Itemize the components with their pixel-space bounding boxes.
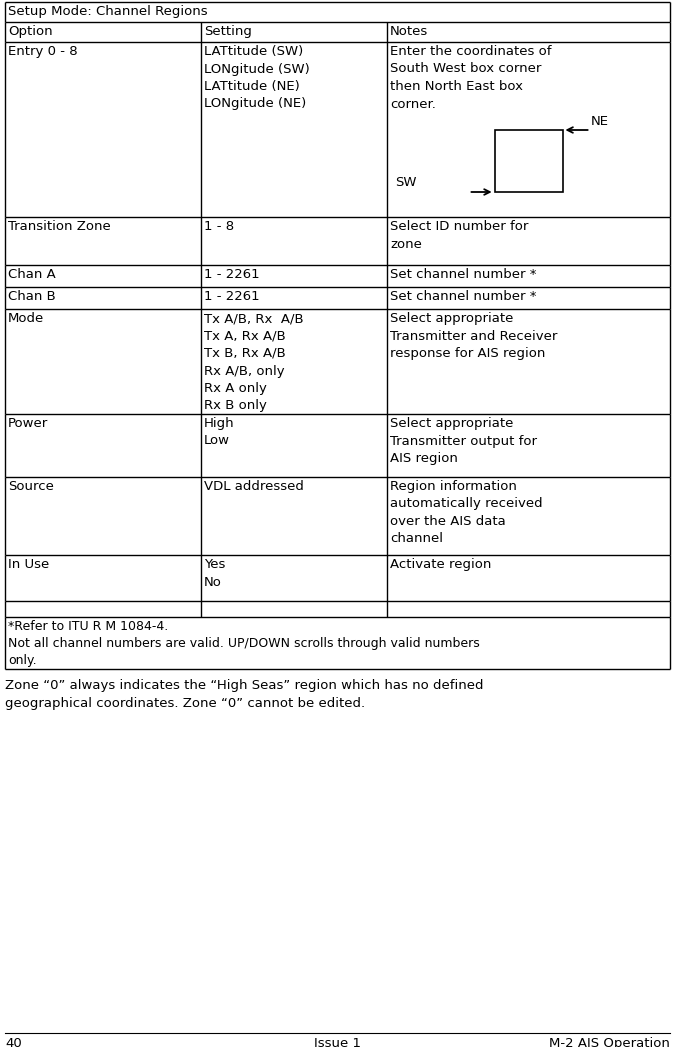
Text: Enter the coordinates of
South West box corner
then North East box
corner.: Enter the coordinates of South West box … [390, 45, 551, 111]
Text: Tx A/B, Rx  A/B
Tx A, Rx A/B
Tx B, Rx A/B
Rx A/B, only
Rx A only
Rx B only: Tx A/B, Rx A/B Tx A, Rx A/B Tx B, Rx A/B… [204, 312, 304, 413]
Text: LATtitude (SW)
LONgitude (SW)
LATtitude (NE)
LONgitude (NE): LATtitude (SW) LONgitude (SW) LATtitude … [204, 45, 310, 111]
Bar [495, 130, 562, 192]
Text: M-2 AIS Operation: M-2 AIS Operation [549, 1037, 670, 1047]
Text: VDL addressed: VDL addressed [204, 480, 304, 493]
Text: 40: 40 [5, 1037, 22, 1047]
Text: 1 - 8: 1 - 8 [204, 220, 234, 233]
Text: Activate region: Activate region [390, 558, 491, 571]
Text: *Refer to ITU R M 1084-4.
Not all channel numbers are valid. UP/DOWN scrolls thr: *Refer to ITU R M 1084-4. Not all channe… [8, 620, 480, 667]
Text: 1 - 2261: 1 - 2261 [204, 268, 260, 281]
Text: Set channel number *: Set channel number * [390, 290, 537, 303]
Text: Setup Mode: Channel Regions: Setup Mode: Channel Regions [8, 5, 208, 18]
Text: Zone “0” always indicates the “High Seas” region which has no defined
geographic: Zone “0” always indicates the “High Seas… [5, 680, 483, 710]
Text: Transition Zone: Transition Zone [8, 220, 111, 233]
Text: Select ID number for
zone: Select ID number for zone [390, 220, 529, 250]
Text: Mode: Mode [8, 312, 45, 325]
Text: Select appropriate
Transmitter and Receiver
response for AIS region: Select appropriate Transmitter and Recei… [390, 312, 558, 360]
Text: Yes
No: Yes No [204, 558, 225, 588]
Text: NE: NE [591, 115, 609, 128]
Text: Source: Source [8, 480, 54, 493]
Text: High
Low: High Low [204, 417, 235, 447]
Text: Power: Power [8, 417, 48, 430]
Text: Select appropriate
Transmitter output for
AIS region: Select appropriate Transmitter output fo… [390, 417, 537, 465]
Text: Region information
automatically received
over the AIS data
channel: Region information automatically receive… [390, 480, 543, 545]
Text: Setting: Setting [204, 25, 252, 38]
Text: Chan B: Chan B [8, 290, 56, 303]
Text: Set channel number *: Set channel number * [390, 268, 537, 281]
Text: Notes: Notes [390, 25, 428, 38]
Text: Entry 0 - 8: Entry 0 - 8 [8, 45, 78, 58]
Text: Issue 1: Issue 1 [314, 1037, 361, 1047]
Text: Option: Option [8, 25, 53, 38]
Text: 1 - 2261: 1 - 2261 [204, 290, 260, 303]
Text: Chan A: Chan A [8, 268, 56, 281]
Text: SW: SW [395, 176, 416, 190]
Text: In Use: In Use [8, 558, 49, 571]
